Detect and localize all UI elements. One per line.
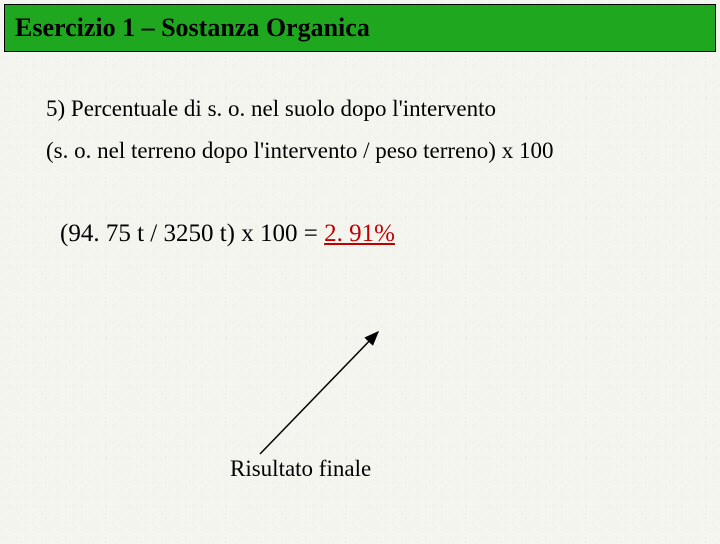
equation-result: 2. 91%	[324, 220, 395, 247]
equation: (94. 75 t / 3250 t) x 100 = 2. 91%	[46, 220, 674, 248]
final-result-label: Risultato finale	[230, 456, 371, 482]
step-description: 5) Percentuale di s. o. nel suolo dopo l…	[46, 96, 674, 122]
equation-lhs: (94. 75 t / 3250 t) x 100 =	[60, 220, 324, 247]
slide-title: Esercizio 1 – Sostanza Organica	[15, 13, 705, 43]
content-area: 5) Percentuale di s. o. nel suolo dopo l…	[0, 56, 720, 248]
title-bar: Esercizio 1 – Sostanza Organica	[4, 4, 716, 52]
formula-description: (s. o. nel terreno dopo l'intervento / p…	[46, 138, 674, 164]
